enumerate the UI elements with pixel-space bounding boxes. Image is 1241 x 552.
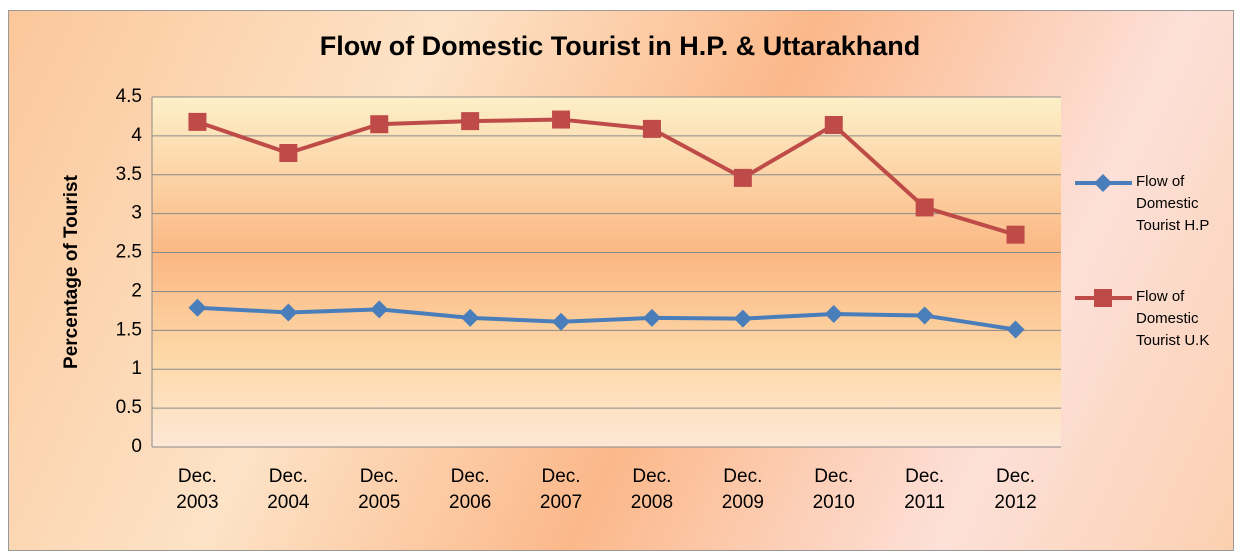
- y-tick-label: 3: [131, 203, 142, 224]
- x-tick-label: Dec. 2007: [539, 466, 583, 513]
- y-tick-label: 2.5: [116, 242, 142, 263]
- y-tick-label: 0.5: [116, 397, 142, 418]
- plot-area: [152, 97, 1061, 447]
- marker: [461, 308, 480, 327]
- series-line: [196, 117, 1017, 237]
- y-tick-label: 4: [131, 125, 142, 146]
- x-tick-label: Dec. 2003: [176, 466, 219, 513]
- x-tick-label: Dec. 2012: [994, 466, 1037, 513]
- series-line: [197, 305, 1016, 332]
- marker: [824, 305, 843, 323]
- x-tick-label: Dec. 2009: [721, 466, 764, 513]
- y-tick-label: 1: [131, 358, 142, 379]
- marker: [642, 119, 661, 138]
- marker: [552, 312, 571, 331]
- marker: [188, 112, 207, 131]
- x-tick-label: Dec. 2006: [449, 466, 492, 513]
- marker: [1006, 225, 1025, 244]
- y-tick-label: 0: [131, 436, 142, 457]
- marker: [1094, 174, 1112, 192]
- marker: [188, 298, 207, 317]
- x-tick-label: Dec. 2005: [358, 466, 401, 513]
- marker: [642, 308, 661, 327]
- marker: [915, 198, 934, 217]
- y-tick-label: 2: [131, 280, 142, 301]
- x-tick-label: Dec. 2010: [812, 466, 855, 513]
- marker: [1006, 320, 1025, 339]
- x-tick-label: Dec. 2008: [630, 466, 674, 513]
- x-tick-label: Dec. 2011: [904, 466, 946, 513]
- marker: [461, 112, 480, 131]
- y-tick-label: 1.5: [116, 319, 142, 340]
- marker: [1094, 289, 1112, 307]
- marker: [279, 303, 298, 322]
- marker: [370, 300, 389, 319]
- legend-label: Flow of Domestic Tourist H.P: [1136, 173, 1210, 234]
- legend-label: Flow of Domestic Tourist U.K: [1136, 288, 1210, 349]
- y-tick-label: 3.5: [116, 164, 142, 185]
- x-tick-label: Dec. 2004: [267, 466, 310, 513]
- marker: [370, 115, 389, 134]
- chart-title: Flow of Domestic Tourist in H.P. & Uttar…: [320, 31, 921, 61]
- marker: [552, 110, 571, 129]
- y-tick-label: 4.5: [116, 86, 142, 107]
- marker: [824, 116, 843, 134]
- marker: [915, 306, 934, 325]
- marker: [279, 144, 298, 162]
- marker: [733, 309, 752, 328]
- y-axis-label: Percentage of Tourist: [61, 174, 82, 369]
- marker: [733, 168, 752, 187]
